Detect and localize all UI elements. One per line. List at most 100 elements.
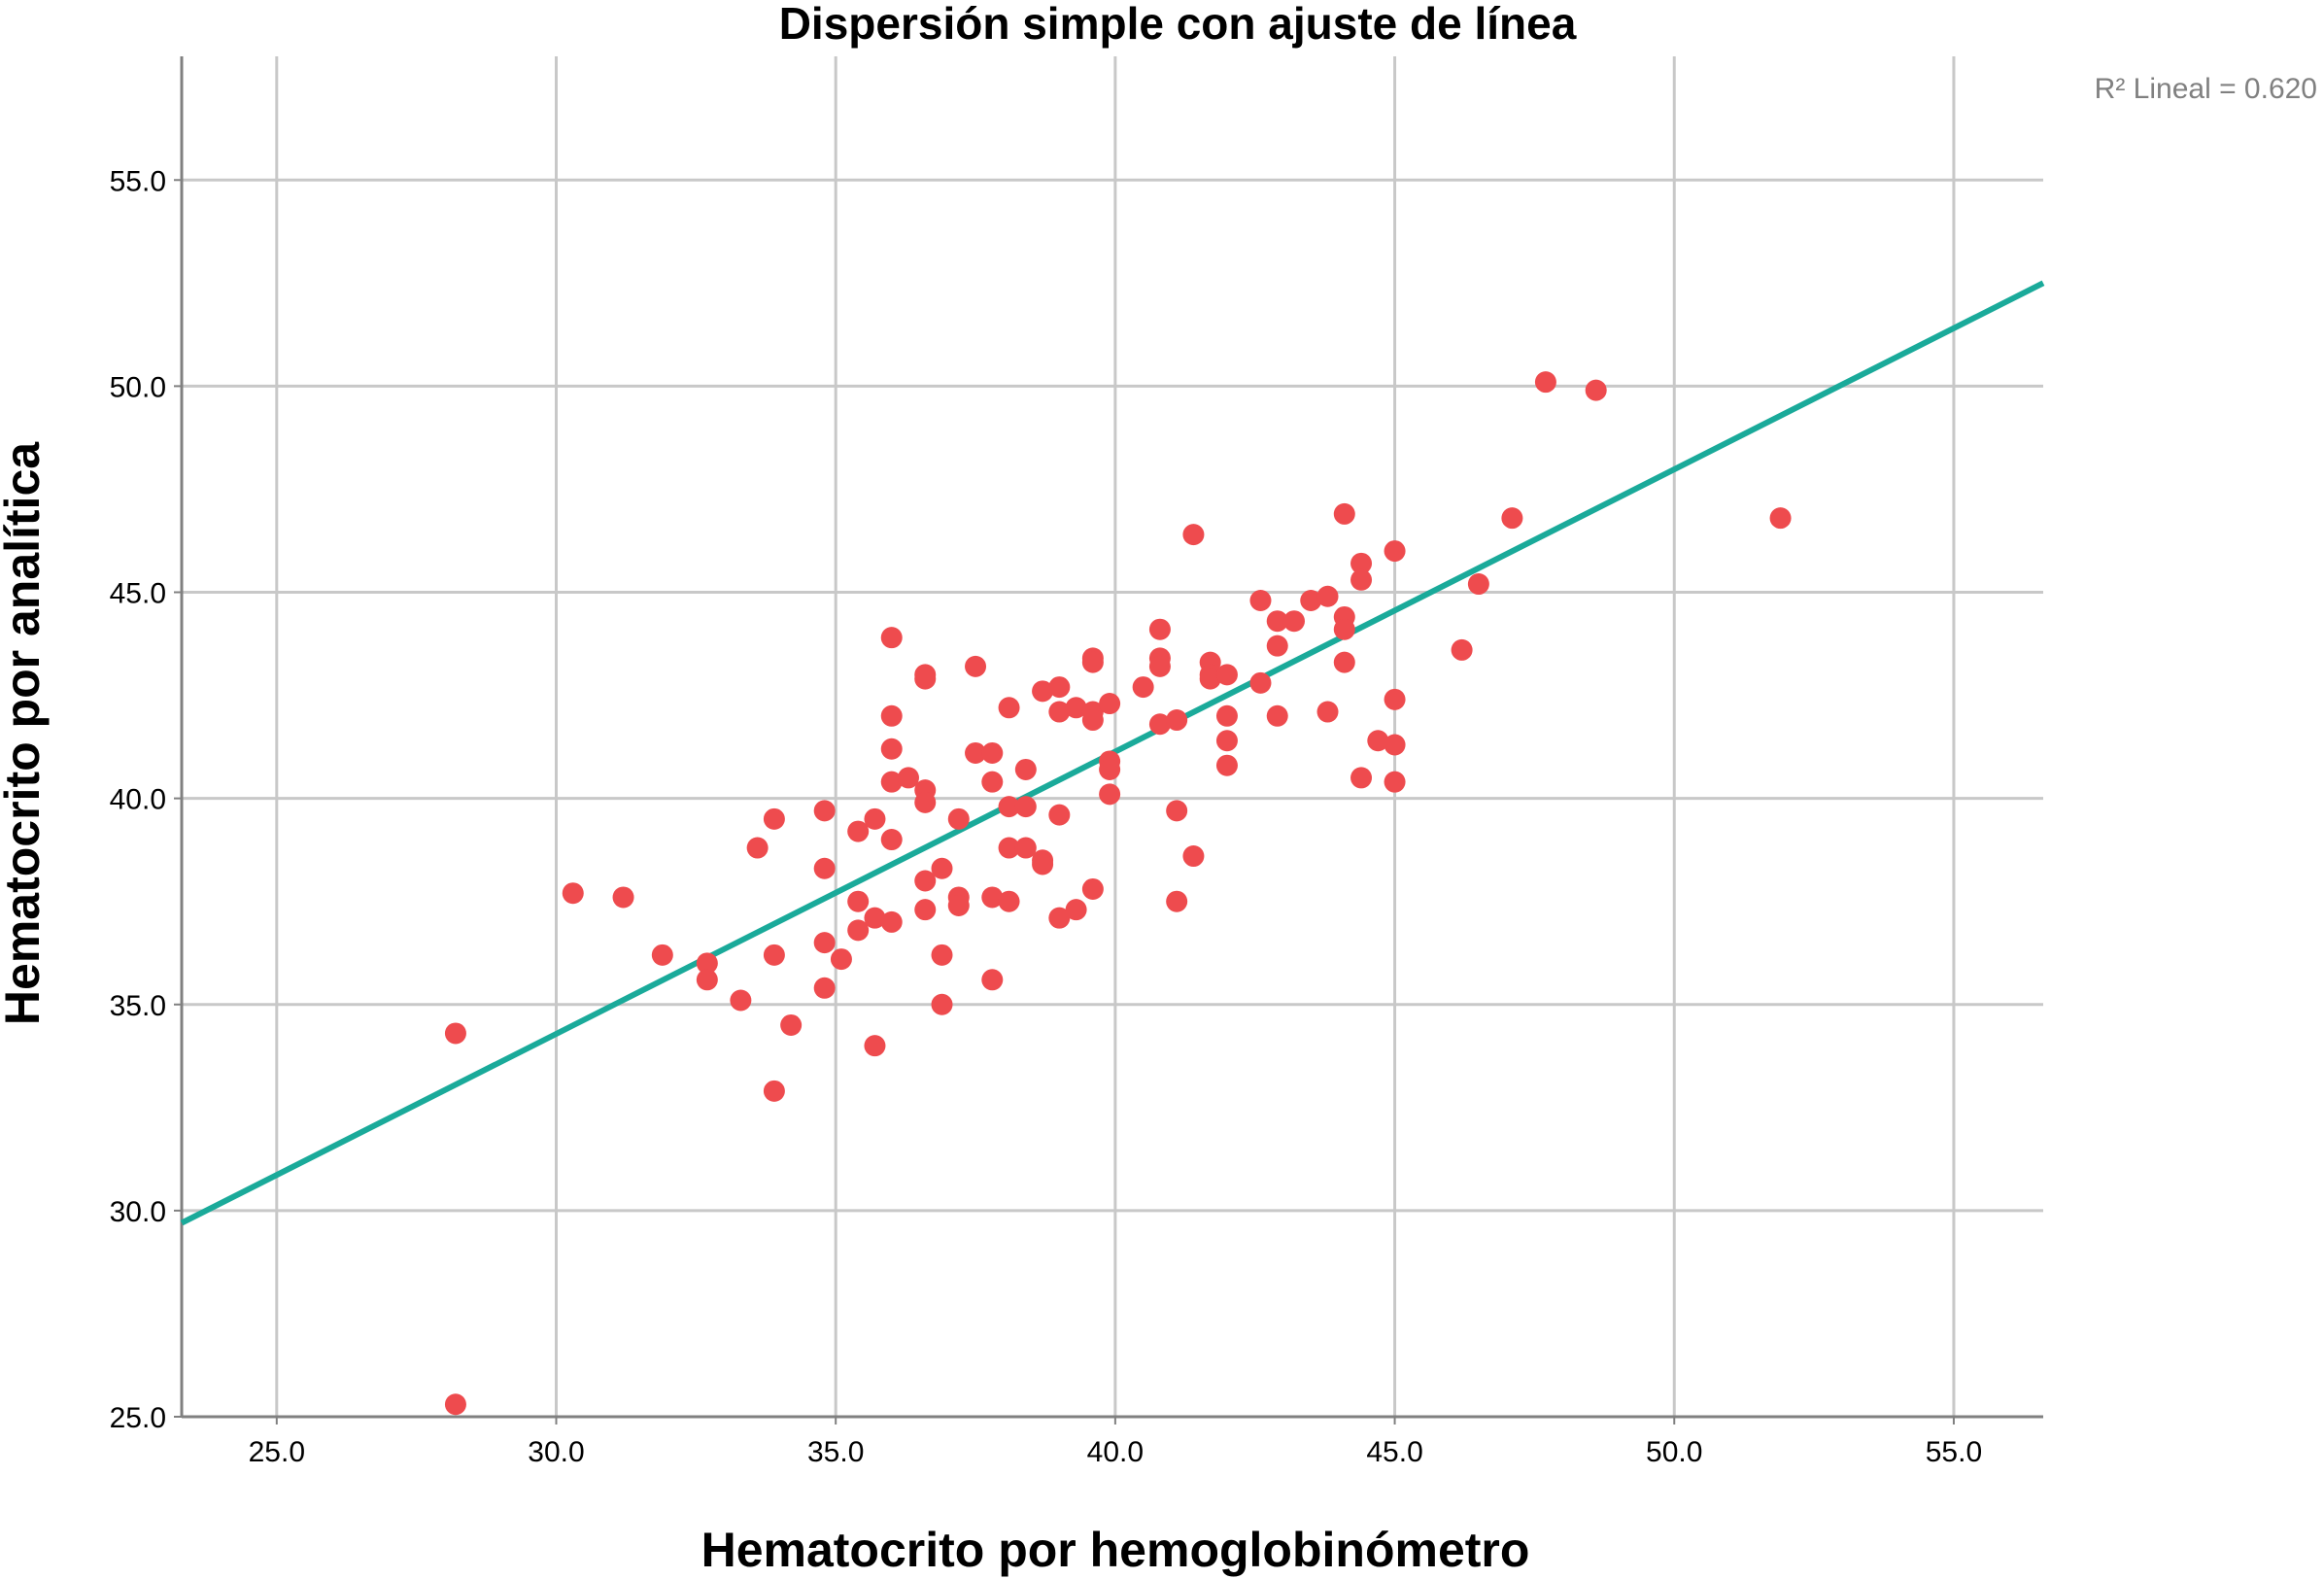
chart-title: Dispersión simple con ajuste de línea [779, 0, 1577, 49]
data-point [965, 741, 987, 764]
y-tick-label: 55.0 [110, 165, 166, 197]
data-point [1266, 704, 1288, 727]
data-point [1215, 704, 1238, 727]
data-point [1215, 664, 1238, 686]
data-point [1099, 783, 1121, 806]
data-point [1065, 697, 1087, 719]
data-point [562, 882, 584, 905]
x-tick-label: 50.0 [1646, 1436, 1702, 1468]
data-point [1048, 701, 1071, 723]
data-point [880, 910, 903, 933]
x-tick-label: 45.0 [1366, 1436, 1422, 1468]
data-point [1048, 907, 1071, 929]
data-point [1148, 618, 1171, 640]
data-point [1282, 610, 1305, 633]
data-point [880, 704, 903, 727]
data-point [1384, 734, 1406, 756]
data-point [1384, 688, 1406, 710]
data-point [1166, 709, 1188, 732]
x-tick-label: 40.0 [1087, 1436, 1144, 1468]
data-point [444, 1393, 466, 1416]
data-point [914, 899, 937, 921]
data-point [1384, 771, 1406, 793]
data-point [1249, 590, 1272, 611]
data-point [880, 738, 903, 760]
data-point [1081, 709, 1104, 732]
data-point [847, 919, 870, 942]
data-point [847, 820, 870, 842]
data-point [1032, 680, 1054, 703]
y-tick-label: 45.0 [110, 578, 166, 610]
data-point [1182, 524, 1205, 546]
data-point [998, 890, 1020, 912]
data-point [444, 1022, 466, 1045]
data-point [813, 977, 836, 999]
data-point [1166, 800, 1188, 822]
data-point [1384, 540, 1406, 563]
y-tick-labels: 25.0 30.0 35.0 40.0 45.0 50.0 55.0 [110, 165, 166, 1434]
data-point [1266, 635, 1288, 657]
data-point [947, 894, 970, 916]
data-point [880, 627, 903, 649]
data-point [981, 969, 1004, 991]
data-point [1316, 701, 1339, 723]
y-tick-label: 40.0 [110, 784, 166, 816]
data-point [1048, 804, 1071, 826]
y-tick-label: 35.0 [110, 990, 166, 1022]
data-point [730, 989, 752, 1012]
y-tick-label: 25.0 [110, 1402, 166, 1434]
axes [174, 56, 2043, 1425]
data-point [847, 890, 870, 912]
data-point [931, 944, 953, 966]
data-point [998, 837, 1020, 859]
data-point [1316, 585, 1339, 607]
data-point [1350, 767, 1373, 789]
data-point [1132, 676, 1154, 699]
data-point [1215, 730, 1238, 752]
data-point [763, 1080, 785, 1102]
r2-annotation: R² Lineal = 0.620 [2095, 73, 2317, 105]
data-point [780, 1013, 803, 1036]
data-point [763, 807, 785, 830]
data-point [1333, 618, 1355, 640]
data-point [864, 1035, 886, 1057]
data-point [746, 837, 769, 859]
data-point [880, 771, 903, 793]
data-point [1081, 651, 1104, 673]
y-axis-title: Hematocrito por analítica [0, 441, 50, 1025]
data-point [813, 800, 836, 822]
data-point [981, 771, 1004, 793]
data-point [1014, 758, 1037, 780]
data-point [1451, 638, 1473, 661]
data-point [897, 767, 919, 789]
data-point [1166, 890, 1188, 912]
data-point [1048, 676, 1071, 699]
data-point [1148, 655, 1171, 677]
data-point [1014, 837, 1037, 859]
data-point [612, 886, 634, 909]
data-point [880, 829, 903, 851]
data-point [914, 791, 937, 813]
data-point [1032, 853, 1054, 875]
gridlines [182, 56, 2043, 1419]
data-point [1585, 379, 1607, 401]
data-point [1350, 552, 1373, 574]
data-point [1199, 668, 1221, 690]
data-point [1467, 573, 1489, 596]
x-tick-labels: 25.0 30.0 35.0 40.0 45.0 50.0 55.0 [249, 1436, 1983, 1468]
x-tick-label: 55.0 [1926, 1436, 1982, 1468]
data-point [1182, 845, 1205, 868]
data-point [1148, 713, 1171, 736]
data-point [864, 807, 886, 830]
data-point [931, 993, 953, 1015]
data-point [1367, 730, 1389, 752]
data-point [1249, 671, 1272, 694]
data-point [696, 969, 718, 991]
data-point [1099, 693, 1121, 715]
data-point [1014, 796, 1037, 818]
data-point [1081, 877, 1104, 900]
data-point [1501, 507, 1523, 530]
data-point [998, 697, 1020, 719]
data-point [981, 886, 1004, 909]
